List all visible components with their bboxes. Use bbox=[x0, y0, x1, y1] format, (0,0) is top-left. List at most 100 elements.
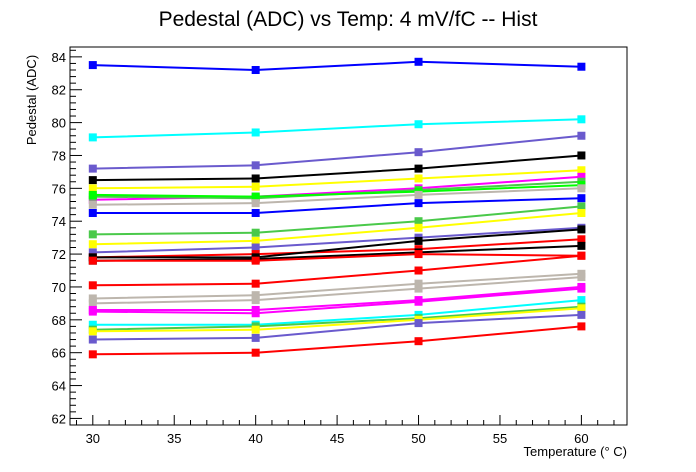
series-25-point bbox=[577, 304, 586, 313]
series-10-point bbox=[251, 208, 260, 217]
series-13-point bbox=[88, 248, 97, 257]
series-18-point bbox=[414, 266, 423, 275]
series-15-point bbox=[577, 225, 586, 234]
series-15-point bbox=[414, 236, 423, 245]
series-line-25 bbox=[92, 307, 582, 333]
series-line-5 bbox=[92, 169, 582, 190]
series-18-point bbox=[88, 281, 97, 290]
series-11-point bbox=[577, 202, 586, 211]
series-19-point bbox=[88, 294, 97, 303]
series-19-point bbox=[251, 291, 260, 300]
series-27-point bbox=[251, 348, 260, 357]
series-16-point bbox=[577, 241, 586, 250]
series-line-19 bbox=[92, 272, 582, 300]
x-tick-label: 45 bbox=[330, 431, 344, 446]
series-line-4 bbox=[92, 154, 582, 182]
series-3-point bbox=[251, 161, 260, 170]
y-tick-label: 64 bbox=[52, 379, 66, 394]
series-layer bbox=[88, 57, 586, 359]
series-1-point bbox=[88, 61, 97, 70]
x-tick-label: 50 bbox=[411, 431, 425, 446]
series-19-point bbox=[414, 279, 423, 288]
y-tick-label: 68 bbox=[52, 313, 66, 328]
series-27-point bbox=[88, 350, 97, 359]
series-17-point bbox=[251, 256, 260, 265]
series-3-point bbox=[414, 148, 423, 157]
series-11-point bbox=[251, 228, 260, 237]
series-5-point bbox=[88, 184, 97, 193]
series-1-point bbox=[414, 57, 423, 66]
y-tick-label: 62 bbox=[52, 411, 66, 426]
series-22-point bbox=[251, 309, 260, 318]
series-18-point bbox=[251, 279, 260, 288]
series-line-24 bbox=[92, 305, 582, 331]
y-tick-label: 74 bbox=[52, 214, 66, 229]
series-12-point bbox=[577, 208, 586, 217]
series-9-point bbox=[88, 200, 97, 209]
series-11-point bbox=[414, 217, 423, 226]
series-line-13 bbox=[92, 226, 582, 254]
series-line-9 bbox=[92, 187, 582, 206]
series-20-point bbox=[88, 299, 97, 308]
y-tick-label: 70 bbox=[52, 280, 66, 295]
series-14-point bbox=[577, 235, 586, 244]
series-10-point bbox=[88, 208, 97, 217]
series-20-point bbox=[577, 273, 586, 282]
series-4-point bbox=[88, 176, 97, 185]
plot-frame bbox=[69, 46, 628, 426]
x-tick-label: 40 bbox=[248, 431, 262, 446]
series-3-point bbox=[577, 131, 586, 140]
series-4-point bbox=[414, 164, 423, 173]
x-axis-label: Temperature (° C) bbox=[524, 444, 627, 459]
series-11-point bbox=[88, 230, 97, 239]
series-12-point bbox=[414, 223, 423, 232]
series-5-point bbox=[414, 174, 423, 183]
series-26-point bbox=[577, 310, 586, 319]
y-tick-label: 84 bbox=[52, 50, 66, 65]
series-23-point bbox=[577, 296, 586, 305]
y-tick-label: 66 bbox=[52, 346, 66, 361]
series-line-23 bbox=[92, 299, 582, 326]
series-22-point bbox=[414, 297, 423, 306]
y-tick-label: 78 bbox=[52, 148, 66, 163]
y-tick-label: 80 bbox=[52, 116, 66, 131]
series-2-point bbox=[251, 128, 260, 137]
series-line-26 bbox=[92, 313, 582, 341]
series-line-15 bbox=[92, 228, 582, 259]
series-4-point bbox=[251, 174, 260, 183]
series-4-point bbox=[577, 151, 586, 160]
series-10-point bbox=[577, 194, 586, 203]
series-line-20 bbox=[92, 276, 582, 305]
axis-layer: 30 35 40 45 50 55 60 62 64 66 68 70 72 74 76 78 80 82 84 bbox=[52, 49, 615, 446]
series-8-point bbox=[88, 190, 97, 199]
series-26-point bbox=[414, 319, 423, 328]
series-25-point bbox=[251, 325, 260, 334]
series-8-point bbox=[251, 192, 260, 201]
series-line-11 bbox=[92, 205, 582, 236]
series-22-point bbox=[577, 284, 586, 293]
series-9-point bbox=[414, 190, 423, 199]
series-27-point bbox=[577, 322, 586, 331]
series-line-8 bbox=[92, 184, 582, 198]
series-5-point bbox=[577, 166, 586, 175]
x-tick-label: 35 bbox=[167, 431, 181, 446]
y-tick-label: 76 bbox=[52, 181, 66, 196]
series-1-point bbox=[577, 62, 586, 71]
y-axis-label: Pedestal (ADC) bbox=[24, 55, 39, 145]
series-5-point bbox=[251, 182, 260, 191]
series-line-22 bbox=[92, 287, 582, 315]
y-tick-label: 72 bbox=[52, 247, 66, 262]
series-22-point bbox=[88, 307, 97, 316]
series-2-point bbox=[88, 133, 97, 142]
series-17-point bbox=[88, 256, 97, 265]
x-tick-label: 30 bbox=[86, 431, 100, 446]
series-line-12 bbox=[92, 212, 582, 246]
series-26-point bbox=[251, 333, 260, 342]
series-17-point bbox=[414, 250, 423, 259]
chart-title: Pedestal (ADC) vs Temp: 4 mV/fC -- Hist bbox=[159, 8, 538, 31]
series-line-3 bbox=[92, 134, 582, 170]
series-line-27 bbox=[92, 325, 582, 356]
series-3-point bbox=[88, 164, 97, 173]
